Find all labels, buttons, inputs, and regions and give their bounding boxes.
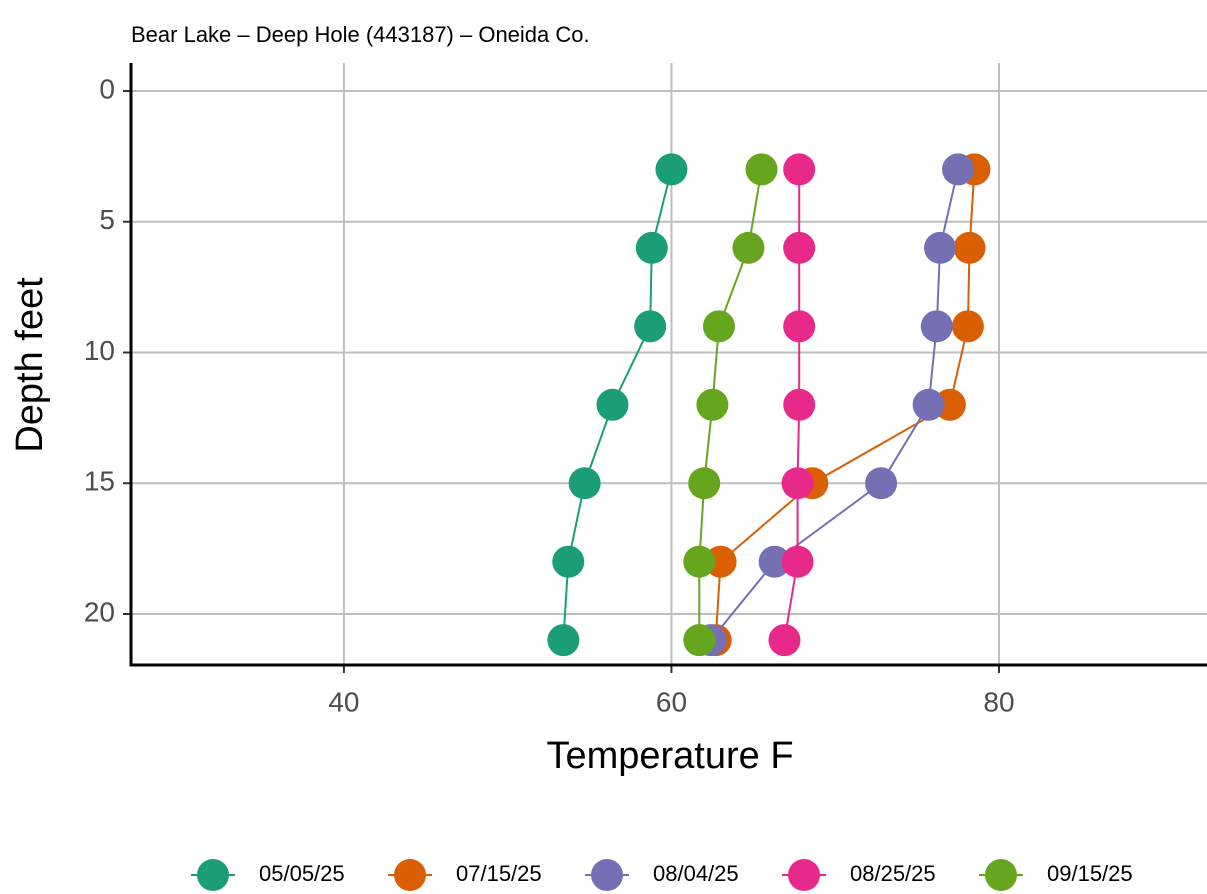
data-point [865,467,898,500]
y-tick-label: 10 [84,335,115,366]
data-point [942,153,975,186]
data-point [552,545,585,578]
legend-label: 08/25/25 [850,861,936,886]
data-point [547,624,580,657]
y-tick-label: 0 [99,73,115,104]
legend-marker [788,859,820,891]
legend-marker [394,859,426,891]
legend-label: 05/05/25 [259,861,345,886]
data-point [655,153,688,186]
legend-marker [197,859,229,891]
legend-label: 08/04/25 [653,861,739,886]
data-point [683,545,716,578]
data-point [702,310,735,343]
data-point [924,231,957,264]
data-point [783,231,816,264]
x-tick-label: 60 [656,686,687,717]
y-axis-label: Depth feet [9,277,51,453]
data-point [683,624,716,657]
x-axis-label: Temperature F [546,735,793,777]
data-point [634,310,667,343]
legend-label: 07/15/25 [456,861,542,886]
data-point [781,545,814,578]
legend-label: 09/15/25 [1047,861,1133,886]
data-point [688,467,721,500]
data-point [596,388,629,421]
data-point [635,231,668,264]
data-point [758,545,791,578]
x-tick-label: 80 [983,686,1014,717]
legend-marker [591,859,623,891]
y-tick-label: 20 [84,596,115,627]
data-point [781,467,814,500]
data-point [951,310,984,343]
data-point [768,624,801,657]
data-point [783,388,816,421]
data-point [920,310,953,343]
data-point [696,388,729,421]
data-point [783,310,816,343]
legend-marker [985,859,1017,891]
data-point [745,153,778,186]
data-point [732,231,765,264]
x-tick-label: 40 [328,686,359,717]
y-tick-label: 15 [84,466,115,497]
data-point [568,467,601,500]
data-point [953,231,986,264]
y-tick-label: 5 [99,204,115,235]
data-point [783,153,816,186]
chart-title: Bear Lake – Deep Hole (443187) – Oneida … [131,22,590,47]
data-point [912,388,945,421]
